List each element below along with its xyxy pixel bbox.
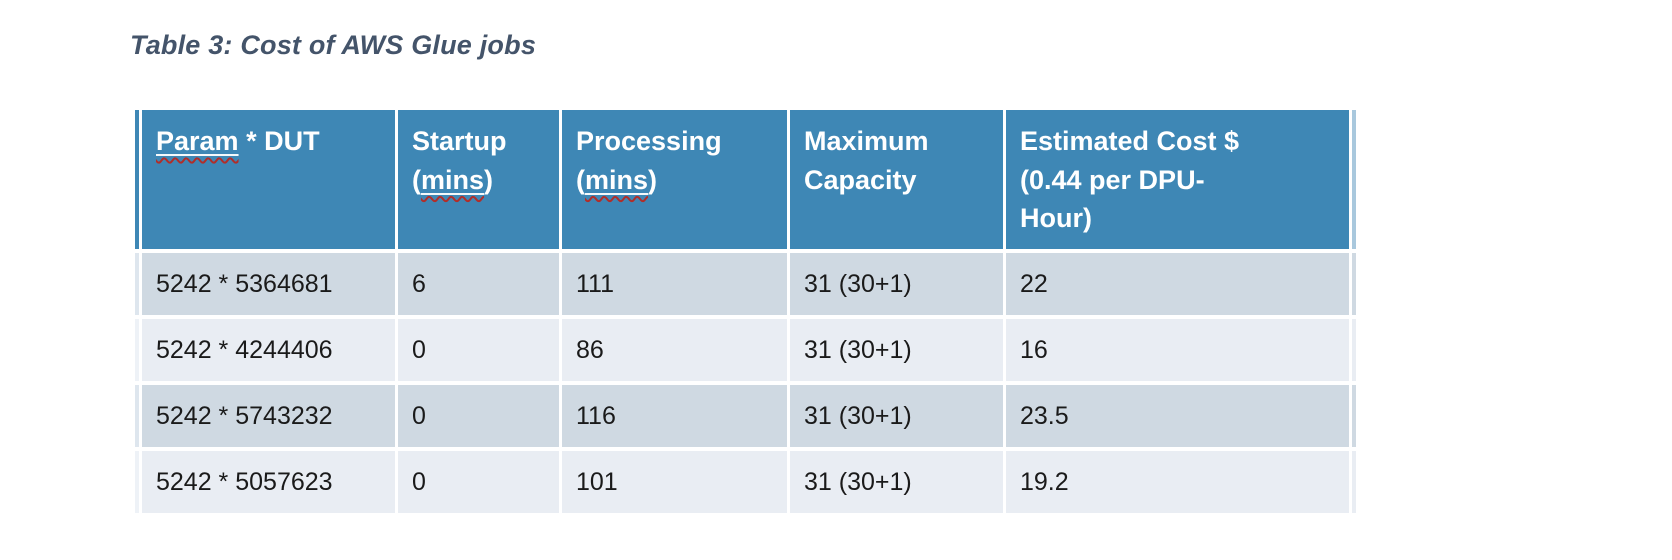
header-text: ) (648, 164, 658, 195)
header-text: Startup ( (412, 126, 507, 195)
cell-startup-mins: 0 (398, 319, 559, 381)
table-grid: Param * DUT Startup (mins) Processing (m… (142, 110, 1349, 513)
header-cell-processing-mins: Processing (mins) (562, 110, 787, 249)
cell-startup-mins: 6 (398, 253, 559, 315)
header-text: ) (484, 164, 494, 195)
table-left-accent-strip (135, 110, 139, 513)
cell-estimated-cost: 23.5 (1006, 385, 1349, 447)
cell-estimated-cost: 22 (1006, 253, 1349, 315)
misspelled-word: mins (585, 164, 649, 195)
accent-segment (1352, 253, 1356, 315)
header-text: Processing ( (576, 126, 722, 195)
cell-maximum-capacity: 31 (30+1) (790, 451, 1003, 513)
misspelled-word: mins (421, 164, 485, 195)
cell-param-dut: 5242 * 5364681 (142, 253, 395, 315)
cell-param-dut: 5242 * 5743232 (142, 385, 395, 447)
accent-segment (1352, 110, 1356, 249)
misspelled-word-underline: Param (156, 126, 239, 156)
misspelled-word-underline: mins (585, 165, 648, 195)
cell-processing-mins: 111 (562, 253, 787, 315)
header-text: * DUT (238, 126, 320, 156)
cost-table: Param * DUT Startup (mins) Processing (m… (135, 110, 1356, 513)
cell-maximum-capacity: 31 (30+1) (790, 253, 1003, 315)
table-right-accent-strip (1352, 110, 1356, 513)
cell-processing-mins: 116 (562, 385, 787, 447)
cell-startup-mins: 0 (398, 451, 559, 513)
accent-segment (1352, 385, 1356, 447)
cell-estimated-cost: 16 (1006, 319, 1349, 381)
header-cell-estimated-cost: Estimated Cost $ (0.44 per DPU-Hour) (1006, 110, 1349, 249)
accent-segment (1352, 319, 1356, 381)
header-cell-maximum-capacity: Maximum Capacity (790, 110, 1003, 249)
accent-segment (135, 253, 139, 315)
header-cell-startup-mins: Startup (mins) (398, 110, 559, 249)
misspelled-word-underline: mins (421, 165, 484, 195)
cell-maximum-capacity: 31 (30+1) (790, 385, 1003, 447)
accent-segment (135, 319, 139, 381)
table-caption: Table 3: Cost of AWS Glue jobs (130, 30, 537, 60)
accent-segment (1352, 451, 1356, 513)
accent-segment (135, 385, 139, 447)
header-text: Estimated Cost $ (0.44 per DPU-Hour) (1020, 126, 1240, 234)
cell-processing-mins: 86 (562, 319, 787, 381)
header-text: Maximum Capacity (804, 126, 929, 195)
cell-param-dut: 5242 * 5057623 (142, 451, 395, 513)
cell-startup-mins: 0 (398, 385, 559, 447)
cell-maximum-capacity: 31 (30+1) (790, 319, 1003, 381)
accent-segment (135, 451, 139, 513)
cell-param-dut: 5242 * 4244406 (142, 319, 395, 381)
header-cell-param-dut: Param * DUT (142, 110, 395, 249)
accent-segment (135, 110, 139, 249)
cell-processing-mins: 101 (562, 451, 787, 513)
misspelled-word: Param (156, 126, 239, 156)
cell-estimated-cost: 19.2 (1006, 451, 1349, 513)
